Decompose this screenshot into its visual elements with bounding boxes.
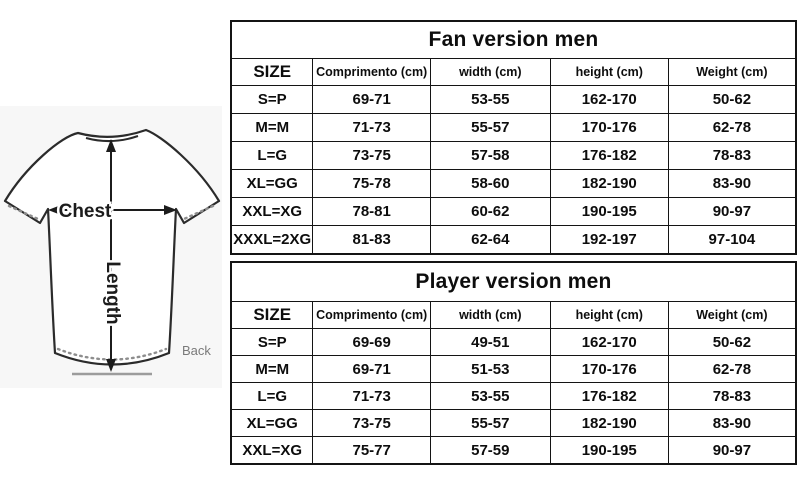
table-row: S=P 69-71 53-55 162-170 50-62 <box>230 85 797 114</box>
column-header-size: SIZE <box>230 301 314 329</box>
width-cell: 55-57 <box>429 113 551 142</box>
weight-cell: 90-97 <box>667 436 797 465</box>
table-header-row: SIZE Comprimento (cm) width (cm) height … <box>230 58 797 86</box>
height-cell: 190-195 <box>549 197 669 226</box>
column-header-height: height (cm) <box>549 58 669 86</box>
size-cell: XL=GG <box>230 409 314 437</box>
comprimento-cell: 73-75 <box>312 409 431 437</box>
weight-cell: 62-78 <box>667 113 797 142</box>
table-row: M=M 71-73 55-57 170-176 62-78 <box>230 113 797 142</box>
weight-cell: 50-62 <box>667 85 797 114</box>
table-row: XL=GG 75-78 58-60 182-190 83-90 <box>230 169 797 198</box>
comprimento-cell: 69-69 <box>312 328 431 356</box>
hem-stitches <box>56 347 168 361</box>
size-cell: XXL=XG <box>230 197 314 226</box>
width-cell: 49-51 <box>429 328 551 356</box>
weight-cell: 90-97 <box>667 197 797 226</box>
right-cuff-stitches <box>182 204 215 221</box>
width-cell: 62-64 <box>429 225 551 255</box>
left-cuff-stitches <box>7 204 40 221</box>
back-label: Back <box>182 343 211 358</box>
table-row: XXXL=2XG 81-83 62-64 192-197 97-104 <box>230 225 797 255</box>
width-cell: 60-62 <box>429 197 551 226</box>
height-cell: 182-190 <box>549 169 669 198</box>
table-row: L=G 73-75 57-58 176-182 78-83 <box>230 141 797 170</box>
player-version-section: Player version men SIZE Comprimento (cm)… <box>230 261 797 465</box>
weight-cell: 62-78 <box>667 355 797 383</box>
column-header-width: width (cm) <box>429 58 551 86</box>
table-title: Fan version men <box>230 20 797 59</box>
column-header-width: width (cm) <box>429 301 551 329</box>
weight-cell: 78-83 <box>667 141 797 170</box>
length-arrow <box>106 139 116 372</box>
size-cell: M=M <box>230 113 314 142</box>
weight-cell: 78-83 <box>667 382 797 410</box>
comprimento-cell: 78-81 <box>312 197 431 226</box>
fan-version-section: Fan version men SIZE Comprimento (cm) wi… <box>230 20 797 255</box>
table-row: L=G 71-73 53-55 176-182 78-83 <box>230 382 797 410</box>
weight-cell: 83-90 <box>667 169 797 198</box>
fan-version-table: Fan version men SIZE Comprimento (cm) wi… <box>230 20 797 255</box>
column-header-size: SIZE <box>230 58 314 86</box>
weight-cell: 97-104 <box>667 225 797 255</box>
width-cell: 55-57 <box>429 409 551 437</box>
size-cell: XXXL=2XG <box>230 225 314 255</box>
height-cell: 176-182 <box>549 382 669 410</box>
comprimento-cell: 69-71 <box>312 85 431 114</box>
height-cell: 170-176 <box>549 355 669 383</box>
height-cell: 182-190 <box>549 409 669 437</box>
size-cell: M=M <box>230 355 314 383</box>
comprimento-cell: 69-71 <box>312 355 431 383</box>
weight-cell: 83-90 <box>667 409 797 437</box>
width-cell: 57-58 <box>429 141 551 170</box>
height-cell: 162-170 <box>549 328 669 356</box>
table-title: Player version men <box>230 261 797 302</box>
width-cell: 57-59 <box>429 436 551 465</box>
height-cell: 190-195 <box>549 436 669 465</box>
table-header-row: SIZE Comprimento (cm) width (cm) height … <box>230 301 797 329</box>
column-header-weight: Weight (cm) <box>667 58 797 86</box>
chest-label: Chest <box>59 201 112 222</box>
table-row: XXL=XG 75-77 57-59 190-195 90-97 <box>230 436 797 465</box>
player-version-table: Player version men SIZE Comprimento (cm)… <box>230 261 797 465</box>
table-row: S=P 69-69 49-51 162-170 50-62 <box>230 328 797 356</box>
comprimento-cell: 75-78 <box>312 169 431 198</box>
length-label: Length <box>102 261 123 324</box>
table-row: M=M 69-71 51-53 170-176 62-78 <box>230 355 797 383</box>
width-cell: 51-53 <box>429 355 551 383</box>
column-header-comprimento: Comprimento (cm) <box>312 301 431 329</box>
column-header-comprimento: Comprimento (cm) <box>312 58 431 86</box>
weight-cell: 50-62 <box>667 328 797 356</box>
chest-arrow <box>48 205 177 215</box>
height-cell: 162-170 <box>549 85 669 114</box>
comprimento-cell: 75-77 <box>312 436 431 465</box>
tshirt-measurement-diagram: Chest Length Back <box>3 128 221 376</box>
tshirt-diagram-panel: Chest Length Back <box>0 106 222 388</box>
comprimento-cell: 73-75 <box>312 141 431 170</box>
table-row: XXL=XG 78-81 60-62 190-195 90-97 <box>230 197 797 226</box>
width-cell: 53-55 <box>429 85 551 114</box>
width-cell: 58-60 <box>429 169 551 198</box>
size-cell: XXL=XG <box>230 436 314 465</box>
size-cell: XL=GG <box>230 169 314 198</box>
table-title-row: Fan version men <box>230 20 797 59</box>
size-cell: L=G <box>230 141 314 170</box>
collar-seam <box>85 135 139 142</box>
table-row: XL=GG 73-75 55-57 182-190 83-90 <box>230 409 797 437</box>
size-cell: S=P <box>230 328 314 356</box>
column-header-weight: Weight (cm) <box>667 301 797 329</box>
comprimento-cell: 71-73 <box>312 382 431 410</box>
height-cell: 176-182 <box>549 141 669 170</box>
column-header-height: height (cm) <box>549 301 669 329</box>
height-cell: 170-176 <box>549 113 669 142</box>
size-cell: S=P <box>230 85 314 114</box>
size-cell: L=G <box>230 382 314 410</box>
height-cell: 192-197 <box>549 225 669 255</box>
comprimento-cell: 81-83 <box>312 225 431 255</box>
table-title-row: Player version men <box>230 261 797 302</box>
width-cell: 53-55 <box>429 382 551 410</box>
comprimento-cell: 71-73 <box>312 113 431 142</box>
